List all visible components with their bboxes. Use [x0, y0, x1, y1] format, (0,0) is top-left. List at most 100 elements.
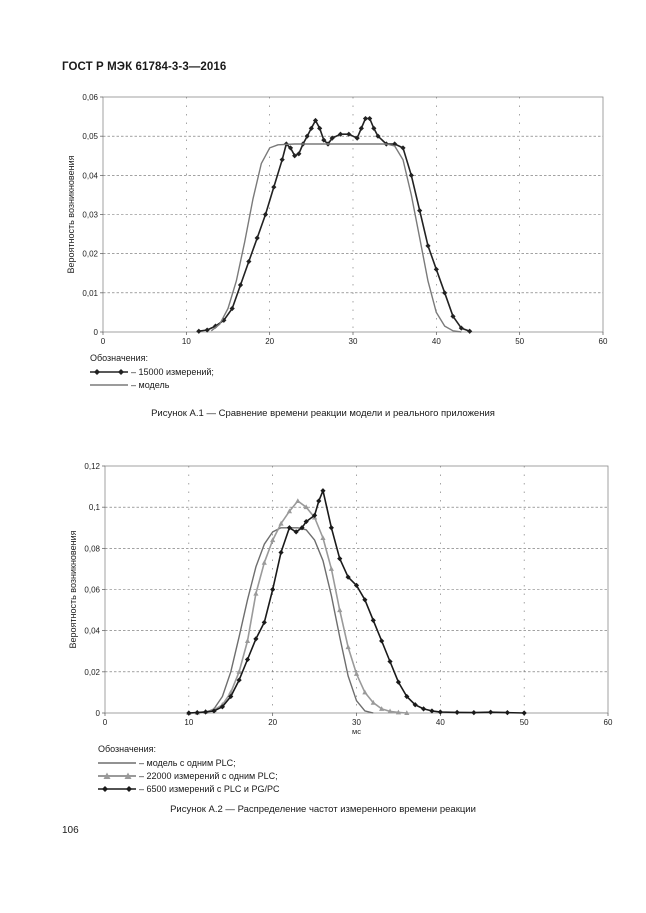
- y-tick-label: 0,12: [84, 462, 100, 471]
- data-point: [295, 498, 301, 503]
- data-point: [262, 211, 269, 218]
- data-point: [454, 709, 460, 715]
- legend-swatch-diamond-line: [98, 785, 136, 792]
- data-point: [286, 508, 293, 514]
- x-tick-label: 50: [520, 718, 529, 727]
- x-tick-label: 0: [103, 718, 108, 727]
- data-point: [337, 556, 343, 562]
- figure-2-legend-item-22000: – 22000 измерений с одним PLC;: [98, 769, 279, 782]
- data-point: [504, 709, 510, 716]
- data-point: [362, 115, 369, 122]
- data-point: [353, 671, 360, 676]
- data-point: [429, 708, 435, 714]
- data-point: [395, 679, 402, 685]
- x-axis-label: мс: [352, 727, 361, 736]
- data-point: [253, 590, 259, 596]
- page-number: 106: [62, 825, 79, 836]
- x-tick-label: 40: [432, 337, 441, 346]
- data-point: [321, 137, 327, 143]
- data-point: [196, 328, 202, 334]
- legend-swatch-gray-line: [90, 383, 128, 386]
- data-point: [404, 693, 410, 700]
- figure-1-legend-item-model: – модель: [90, 378, 214, 391]
- data-point: [437, 709, 443, 715]
- data-point: [354, 135, 360, 141]
- x-tick-label: 20: [265, 337, 274, 346]
- data-point: [395, 709, 402, 715]
- y-tick-label: 0,02: [84, 668, 100, 677]
- data-point: [471, 709, 477, 716]
- x-tick-label: 50: [515, 337, 524, 346]
- figure-2-chart: 0 0,02 0,04 0,06 0,08 0,1 0,12 0 10 20 30 40 50 60 мс В…: [68, 462, 613, 736]
- legend-swatch-gray-line: [98, 761, 136, 764]
- data-point: [317, 125, 323, 131]
- data-point: [303, 504, 309, 510]
- data-point: [278, 520, 284, 526]
- data-point: [286, 525, 293, 531]
- figure-2-legend-item-model: – модель с одним PLC;: [98, 756, 279, 769]
- x-tick-label: 60: [599, 337, 608, 346]
- data-point: [400, 145, 406, 151]
- data-point: [387, 708, 393, 714]
- data-point: [367, 115, 373, 122]
- y-tick-label: 0,03: [82, 211, 98, 220]
- data-point: [379, 706, 385, 711]
- data-point: [212, 323, 219, 329]
- data-point: [328, 566, 334, 571]
- y-tick-label: 0,04: [84, 627, 100, 636]
- legend-label: – модель с одним PLC;: [139, 757, 236, 768]
- x-tick-label: 0: [101, 337, 106, 346]
- legend-label: – 22000 измерений с одним PLC;: [139, 770, 278, 781]
- x-tick-label: 60: [604, 718, 613, 727]
- figure-2-legend-title: Обозначения:: [98, 744, 157, 754]
- data-point: [236, 669, 242, 674]
- data-point: [337, 131, 344, 137]
- series-line-1: [210, 143, 462, 333]
- y-axis-label: Вероятность возникновения: [68, 530, 78, 648]
- figure-1-legend-title: Обозначения:: [90, 353, 149, 363]
- data-point: [371, 125, 377, 131]
- x-tick-label: 40: [436, 718, 445, 727]
- y-tick-label: 0,04: [82, 171, 98, 180]
- y-tick-label: 0,05: [82, 132, 98, 141]
- data-point: [270, 586, 276, 593]
- data-point: [328, 525, 334, 531]
- data-point: [261, 559, 267, 565]
- data-point: [293, 529, 299, 535]
- x-tick-label: 30: [349, 337, 358, 346]
- data-point: [228, 693, 234, 700]
- data-point: [345, 644, 351, 650]
- data-point: [329, 135, 335, 141]
- data-point: [417, 207, 423, 214]
- legend-swatch-diamond-line: [90, 368, 128, 375]
- data-point: [316, 498, 322, 504]
- figure-2-caption: Рисунок А.2 — Распределение частот измер…: [170, 804, 476, 815]
- figure-1-caption: Рисунок А.1 — Сравнение времени реакции …: [151, 408, 495, 419]
- data-point: [370, 617, 376, 623]
- data-point: [292, 153, 298, 159]
- data-point: [404, 710, 410, 715]
- y-tick-label: 0: [94, 328, 99, 337]
- y-tick-label: 0,1: [89, 503, 101, 512]
- data-point: [345, 574, 351, 580]
- y-tick-label: 0,01: [82, 289, 98, 298]
- data-point: [287, 145, 294, 151]
- data-point: [254, 235, 260, 241]
- y-axis-label: Вероятность возникновения: [66, 155, 76, 273]
- y-tick-label: 0,06: [82, 93, 98, 102]
- data-point: [229, 305, 235, 312]
- x-tick-label: 10: [184, 718, 193, 727]
- data-point: [279, 157, 285, 163]
- data-point: [271, 184, 277, 190]
- data-point: [211, 708, 217, 714]
- legend-swatch-triangle-line: [98, 772, 136, 779]
- data-point: [237, 282, 244, 288]
- data-point: [375, 133, 381, 139]
- data-point: [488, 709, 494, 715]
- figure-2-legend-item-6500: – 6500 измерений с PLC и PG/PC: [98, 782, 279, 795]
- data-point: [337, 607, 343, 613]
- data-point: [358, 125, 364, 131]
- figure-2-legend: Обозначения: – модель с одним PLC; – 220…: [98, 744, 279, 795]
- data-point: [244, 656, 251, 663]
- data-point: [203, 709, 209, 715]
